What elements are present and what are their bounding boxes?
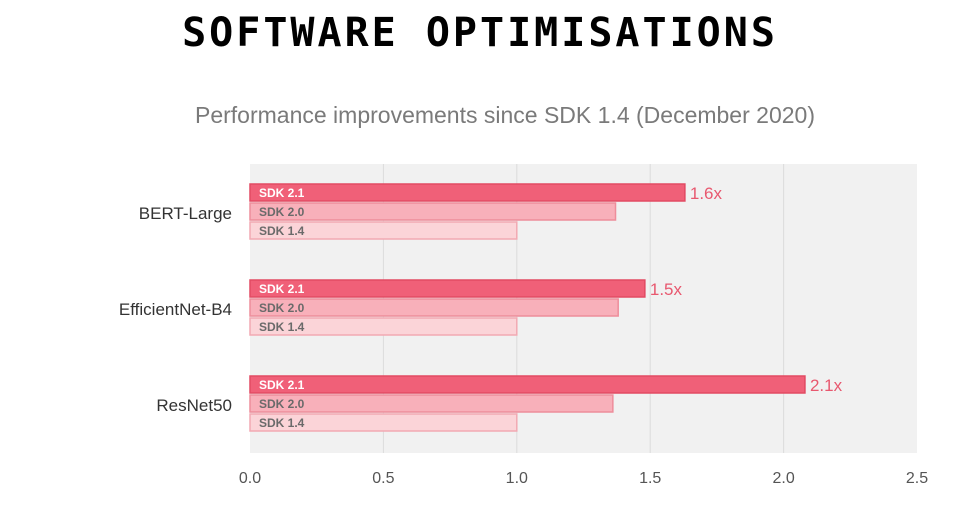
chart-title: Performance improvements since SDK 1.4 (…: [195, 102, 815, 128]
bar-series-label: SDK 2.0: [259, 205, 305, 219]
category-label: BERT-Large: [139, 204, 232, 223]
bar-series-label: SDK 2.0: [259, 301, 305, 315]
bar-value-label: 1.6x: [690, 184, 723, 203]
x-tick-label: 0.0: [239, 470, 261, 487]
bar-series-label: SDK 1.4: [259, 320, 305, 334]
category-label: EfficientNet-B4: [119, 300, 232, 319]
x-tick-label: 1.5: [639, 470, 661, 487]
x-tick-label: 2.5: [906, 470, 928, 487]
bar: [249, 298, 619, 317]
bar-series-label: SDK 1.4: [259, 416, 305, 430]
category-label: ResNet50: [156, 396, 232, 415]
bar: [249, 375, 806, 394]
bar-value-label: 1.5x: [650, 280, 683, 299]
bar-series-label: SDK 2.1: [259, 186, 305, 200]
bar: [249, 394, 614, 413]
bar: [249, 317, 518, 336]
bar-series-label: SDK 2.1: [259, 378, 305, 392]
x-tick-label: 2.0: [772, 470, 794, 487]
x-tick-label: 0.5: [372, 470, 394, 487]
bar: [249, 413, 518, 432]
bar-series-label: SDK 1.4: [259, 224, 305, 238]
bar: [249, 183, 686, 202]
bar: [249, 202, 617, 221]
bar-value-label: 2.1x: [810, 376, 843, 395]
page-title: SOFTWARE OPTIMISATIONS: [182, 10, 778, 56]
bar: [249, 221, 518, 240]
bar: [249, 279, 646, 298]
bar-series-label: SDK 2.0: [259, 397, 305, 411]
x-tick-label: 1.0: [506, 470, 528, 487]
bar-series-label: SDK 2.1: [259, 282, 305, 296]
